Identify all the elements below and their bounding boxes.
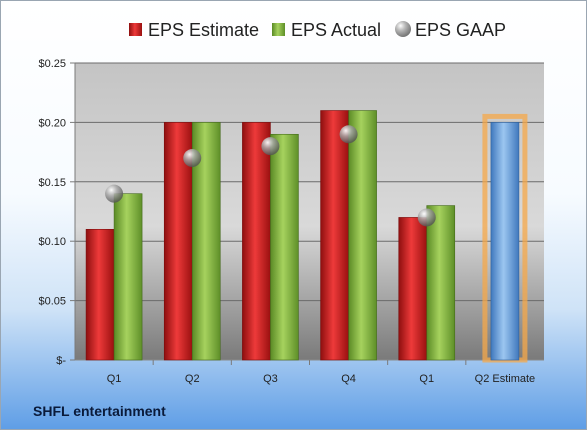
y-tick-label: $0.05: [38, 296, 66, 308]
x-tick-label: Q3: [263, 373, 278, 385]
x-tick-label: Q1: [419, 373, 434, 385]
bar-eps-actual: [270, 133, 299, 361]
bar-eps-actual: [113, 193, 143, 361]
legend-swatch-eps-estimate: [129, 23, 142, 36]
bar-eps-estimate: [85, 229, 115, 361]
x-tick-label: Q2 Estimate: [475, 373, 536, 385]
bar-eps-projected: [490, 122, 520, 361]
company-name: SHFL entertainment: [33, 403, 166, 419]
legend-swatch-eps-actual: [272, 23, 285, 36]
marker-eps-gaap: [339, 125, 358, 144]
y-tick-label: $-: [56, 355, 66, 367]
legend-label: EPS GAAP: [415, 20, 506, 40]
plot-area: [75, 63, 544, 360]
bar-eps-estimate: [320, 110, 349, 361]
y-tick-label: $0.10: [38, 236, 66, 248]
bar-eps-actual: [348, 110, 377, 361]
bar-eps-estimate: [242, 122, 271, 361]
bar-eps-actual: [191, 122, 221, 361]
legend-label: EPS Estimate: [148, 20, 259, 40]
marker-eps-gaap: [417, 208, 436, 227]
y-tick-label: $0.15: [38, 177, 66, 189]
bar-eps-estimate: [398, 217, 428, 361]
x-tick-label: Q1: [107, 373, 122, 385]
legend-swatch-eps-gaap: [395, 21, 411, 37]
marker-eps-gaap: [183, 149, 202, 168]
y-tick-label: $0.25: [38, 58, 66, 70]
bar-eps-actual: [426, 205, 456, 361]
marker-eps-gaap: [105, 184, 124, 203]
x-tick-label: Q2: [185, 373, 200, 385]
marker-eps-gaap: [261, 137, 280, 156]
y-tick-label: $0.20: [38, 117, 66, 129]
legend-label: EPS Actual: [291, 20, 381, 40]
x-tick-label: Q4: [341, 373, 356, 385]
